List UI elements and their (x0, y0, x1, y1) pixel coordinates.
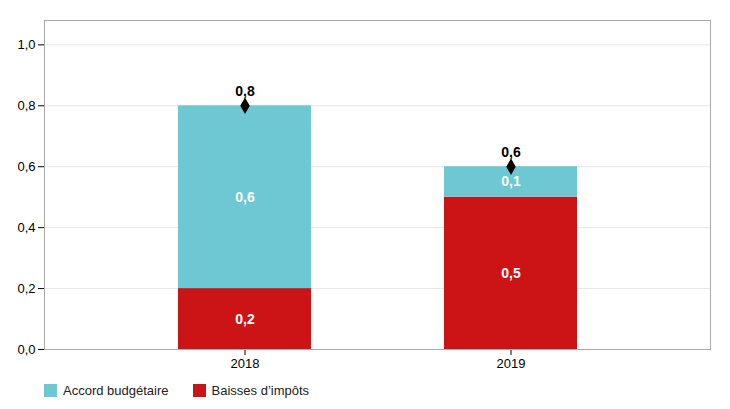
svg-text:0,8: 0,8 (235, 83, 255, 99)
svg-text:0,8: 0,8 (17, 98, 35, 113)
svg-text:0,2: 0,2 (17, 281, 35, 296)
svg-text:0,6: 0,6 (17, 159, 35, 174)
svg-text:0,6: 0,6 (235, 189, 255, 205)
svg-text:0,4: 0,4 (17, 220, 35, 235)
html-text:Baisses d’impôts: Baisses d’impôts (211, 383, 310, 398)
svg-text:0,6: 0,6 (501, 144, 521, 160)
svg-text:2019: 2019 (497, 356, 526, 371)
svg-text:0,1: 0,1 (501, 173, 521, 189)
html-text:Accord budgétaire: Accord budgétaire (63, 383, 169, 398)
svg-text:0,5: 0,5 (501, 265, 521, 281)
svg-text:2018: 2018 (231, 356, 260, 371)
svg-text:0,0: 0,0 (17, 342, 35, 357)
svg-text:1,0: 1,0 (17, 37, 35, 52)
svg-text:0,2: 0,2 (235, 311, 255, 327)
